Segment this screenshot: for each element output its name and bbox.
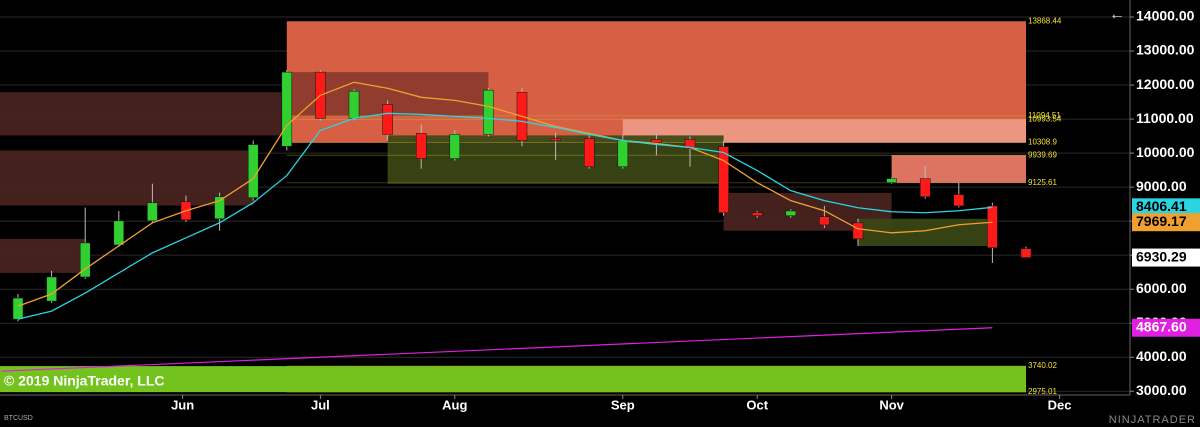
- candle-body: [819, 216, 830, 226]
- y-tick-label: 3000.00: [1136, 382, 1187, 398]
- symbol: BTCUSD: [4, 415, 33, 422]
- candle-body: [919, 178, 931, 197]
- candle-body: [651, 139, 662, 143]
- x-tick-label: Nov: [879, 397, 904, 412]
- candle-body: [953, 194, 965, 207]
- zone: [891, 155, 1026, 183]
- candle-body: [382, 104, 393, 135]
- candle-body: [79, 242, 91, 278]
- y-tick-label: 14000.00: [1136, 8, 1195, 24]
- price-badge-label: 6930.29: [1136, 248, 1187, 264]
- ma-line: [17, 112, 993, 320]
- candle-body: [987, 205, 998, 248]
- candle-body: [449, 134, 461, 159]
- candle-body: [718, 146, 729, 213]
- x-tick-label: Jun: [171, 397, 194, 412]
- candle-body: [147, 202, 158, 222]
- zone: [0, 238, 86, 273]
- candle-body: [1020, 248, 1032, 258]
- candle-body: [785, 210, 797, 216]
- candle-body: [684, 139, 696, 149]
- price-badge: [1132, 318, 1200, 337]
- y-tick-label: 4000.00: [1136, 348, 1187, 364]
- x-tick-label: Jul: [311, 397, 330, 412]
- x-tick-label: Sep: [611, 397, 635, 412]
- price-badge: [1132, 213, 1200, 232]
- y-tick-label: 6000.00: [1136, 280, 1187, 296]
- candle-body: [281, 71, 293, 147]
- candle-body: [348, 90, 360, 119]
- y-tick-label: 13000.00: [1136, 42, 1195, 58]
- candle-body: [751, 212, 763, 216]
- y-tick-label: 9000.00: [1136, 178, 1187, 194]
- candle-body: [852, 222, 864, 240]
- level-label: 9125.61: [1028, 178, 1057, 187]
- level-label: 2975.01: [1028, 387, 1057, 396]
- candle-body: [550, 138, 561, 141]
- logo: NINJATRADER: [1109, 414, 1196, 426]
- candle-body: [415, 133, 427, 159]
- y-tick-label: 11000.00: [1136, 110, 1194, 126]
- level-label: 3740.02: [1028, 361, 1057, 370]
- zone: [0, 92, 287, 136]
- copyright: © 2019 NinjaTrader, LLC: [4, 373, 165, 389]
- level-label: 10993.54: [1028, 114, 1062, 123]
- candle-body: [113, 220, 125, 246]
- ma-line: [17, 81, 993, 307]
- price-badge: [1132, 248, 1200, 267]
- price-badge: [1132, 198, 1200, 217]
- x-tick-label: Oct: [746, 397, 768, 412]
- level-label: 11094.51: [1028, 111, 1061, 120]
- y-tick-label: 12000.00: [1136, 76, 1195, 92]
- back-button[interactable]: ←: [1109, 6, 1125, 23]
- level-label: 9939.69: [1028, 150, 1057, 159]
- candle-body: [247, 144, 259, 198]
- candle-body: [46, 276, 57, 302]
- zone: [0, 150, 254, 206]
- candle-body: [617, 140, 629, 167]
- trend-line: [1, 327, 993, 372]
- candle-body: [12, 297, 24, 320]
- candle-body: [886, 178, 897, 183]
- level-label: 10308.9: [1028, 138, 1057, 147]
- x-tick-label: Dec: [1048, 397, 1072, 412]
- zone: [858, 218, 993, 246]
- zone: [0, 366, 1026, 393]
- level-label: 13868.44: [1028, 17, 1062, 26]
- candle-body: [583, 138, 595, 167]
- candle-body: [483, 89, 494, 135]
- price-badge-label: 4867.60: [1136, 318, 1187, 334]
- x-tick-label: Aug: [442, 397, 467, 412]
- price-badge-label: 8406.41: [1136, 198, 1187, 214]
- y-tick-label: 10000.00: [1136, 144, 1195, 160]
- candle-body: [214, 196, 225, 220]
- price-badge-label: 7969.17: [1136, 213, 1187, 229]
